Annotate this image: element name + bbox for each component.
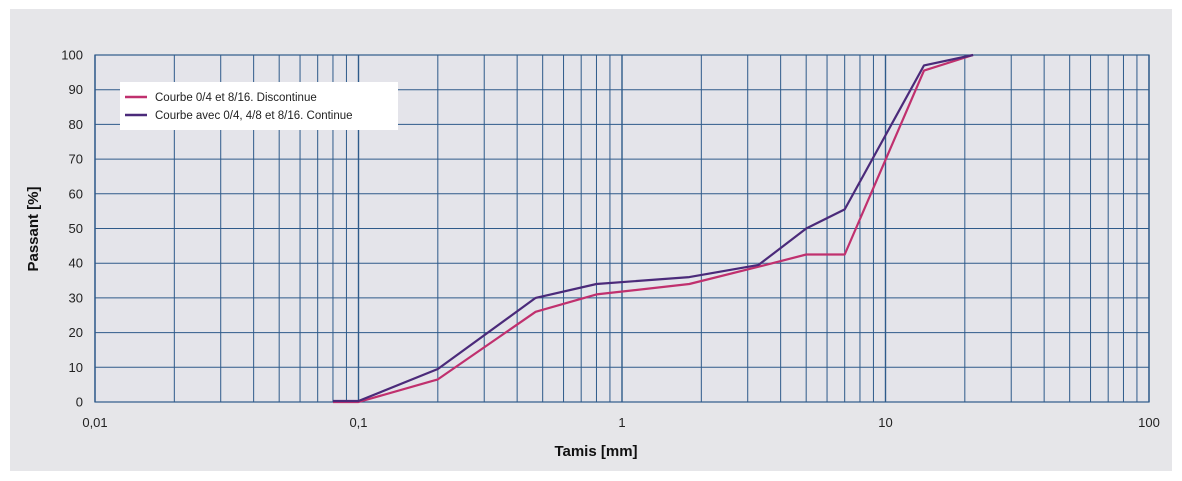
y-tick-label: 70 <box>69 152 83 167</box>
y-tick-label: 30 <box>69 290 83 305</box>
y-tick-label: 100 <box>61 48 83 63</box>
y-tick-label: 80 <box>69 117 83 132</box>
y-tick-label: 40 <box>69 256 83 271</box>
x-tick-label: 0,01 <box>82 415 107 430</box>
series-lines <box>333 53 974 404</box>
series-line <box>333 53 974 404</box>
x-tick-label: 100 <box>1138 415 1160 430</box>
y-tick-label: 50 <box>69 221 83 236</box>
y-tick-label: 10 <box>69 360 83 375</box>
x-tick-label: 1 <box>618 415 625 430</box>
legend-label: Courbe 0/4 et 8/16. Discontinue <box>155 92 317 104</box>
y-tick-label: 0 <box>76 395 83 410</box>
legend-box <box>120 82 398 130</box>
y-axis-title: Passant [%] <box>25 186 42 271</box>
legend: Courbe 0/4 et 8/16. Discontinue Courbe av… <box>120 82 398 130</box>
y-tick-label: 60 <box>69 186 83 201</box>
plot-frame <box>94 54 1150 403</box>
tick-labels: 0 10 20 30 40 50 60 70 80 90 100 0,01 0,1 1 10 100 <box>61 48 1160 431</box>
y-tick-label: 90 <box>69 82 83 97</box>
x-tick-label: 0,1 <box>349 415 367 430</box>
series-line <box>333 53 974 403</box>
legend-label: Courbe avec 0/4, 4/8 et 8/16. Continue <box>155 110 353 122</box>
x-tick-label: 10 <box>878 415 892 430</box>
y-tick-label: 20 <box>69 325 83 340</box>
x-axis-title: Tamis [mm] <box>554 443 637 460</box>
